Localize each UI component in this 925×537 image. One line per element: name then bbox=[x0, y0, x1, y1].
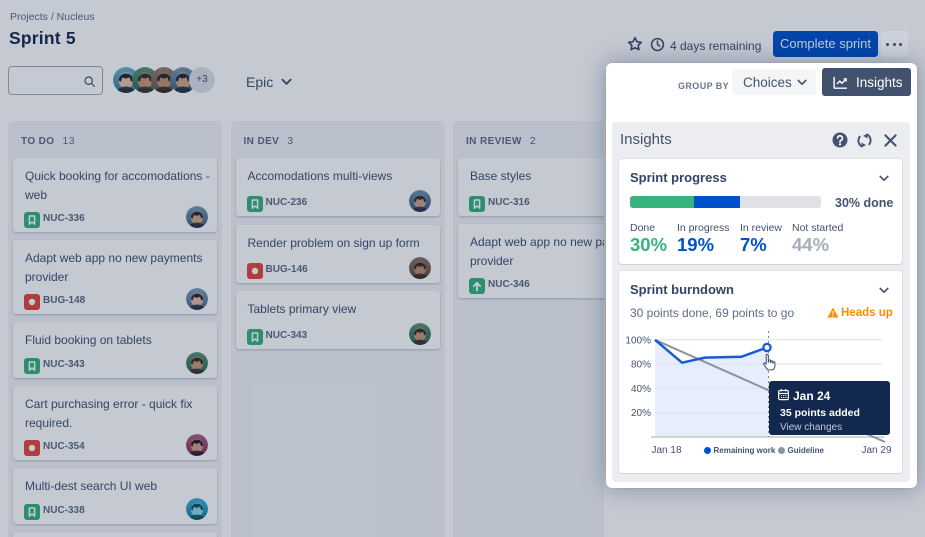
svg-text:40%: 40% bbox=[631, 384, 651, 395]
svg-text:20%: 20% bbox=[631, 408, 651, 419]
svg-text:80%: 80% bbox=[631, 360, 651, 371]
svg-text:100%: 100% bbox=[625, 335, 651, 346]
